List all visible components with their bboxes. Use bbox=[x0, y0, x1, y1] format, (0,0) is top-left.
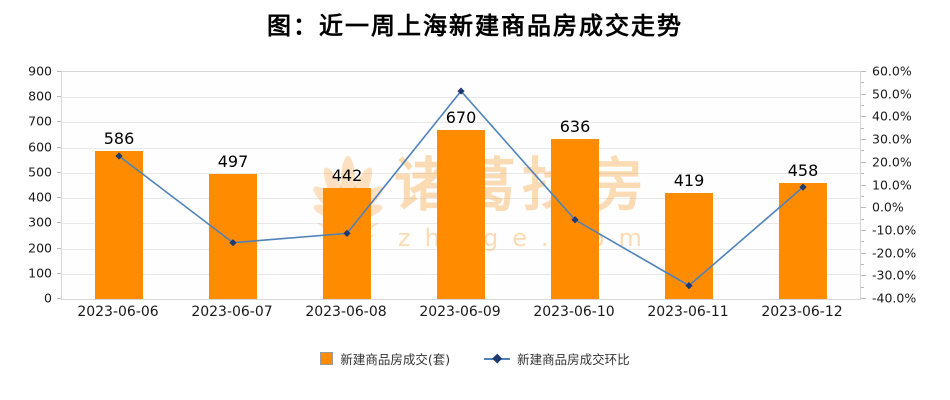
legend-item-bars[interactable]: 新建商品房成交(套) bbox=[320, 349, 450, 368]
gridline bbox=[62, 122, 860, 124]
y-axis-right-tick bbox=[861, 298, 866, 299]
y-axis-left-tick bbox=[57, 222, 61, 224]
y-axis-left-tick bbox=[57, 171, 61, 173]
gridline bbox=[62, 97, 860, 99]
y-axis-right-tick bbox=[861, 139, 866, 141]
y-axis-left-tick bbox=[57, 96, 61, 98]
y-axis-right-tick bbox=[861, 184, 866, 186]
y-axis-left-tick-label: 700 bbox=[28, 113, 52, 129]
y-axis-right-minor-tick bbox=[861, 241, 864, 243]
y-axis-right-minor-tick bbox=[861, 82, 864, 84]
bar[interactable] bbox=[95, 151, 143, 299]
y-axis-left-tick bbox=[57, 121, 61, 123]
y-axis-left-tick-label: 500 bbox=[28, 164, 52, 180]
y-axis-right-tick-label: 40.0% bbox=[872, 108, 912, 124]
y-axis-right-minor-tick bbox=[861, 286, 864, 288]
legend-line-diamond bbox=[492, 353, 502, 364]
y-axis-right-tick bbox=[861, 275, 866, 277]
y-axis-left-tick bbox=[57, 247, 61, 249]
y-axis-right-tick-label: 0.0% bbox=[872, 199, 904, 215]
bar[interactable] bbox=[779, 183, 827, 299]
y-axis-right-tick-label: 30.0% bbox=[872, 131, 912, 147]
y-axis-left-tick-label: 300 bbox=[28, 214, 52, 230]
legend-line-marker-icon bbox=[484, 353, 511, 364]
y-axis-right-minor-tick bbox=[861, 127, 864, 129]
y-axis-right-tick-label: 60.0% bbox=[872, 63, 912, 79]
legend-item-line[interactable]: 新建商品房成交环比 bbox=[484, 349, 630, 368]
x-axis-tick-label: 2023-06-07 bbox=[191, 304, 273, 320]
y-axis-right-tick bbox=[861, 116, 866, 118]
bar[interactable] bbox=[665, 193, 713, 299]
line-series bbox=[115, 87, 807, 290]
line-marker-diamond bbox=[799, 183, 807, 191]
y-axis-left-tick bbox=[57, 146, 61, 148]
y-axis-right-tick-label: 10.0% bbox=[872, 177, 912, 192]
y-axis-left-tick bbox=[57, 298, 61, 299]
y-axis-left-tick-label: 0 bbox=[44, 290, 52, 306]
bar[interactable] bbox=[437, 130, 485, 299]
y-axis-left-tick-label: 600 bbox=[28, 139, 52, 155]
y-axis-right-minor-tick bbox=[861, 195, 864, 197]
y-axis-right-tick-label: -20.0% bbox=[872, 245, 917, 261]
line-marker-diamond bbox=[343, 229, 351, 237]
y-axis-right-tick bbox=[861, 207, 866, 209]
x-axis-tick-label: 2023-06-08 bbox=[305, 304, 387, 320]
legend: 新建商品房成交(套) 新建商品房成交环比 bbox=[0, 349, 950, 368]
y-axis-right-minor-tick bbox=[861, 105, 864, 107]
y-axis-right-tick-label: 50.0% bbox=[872, 86, 912, 102]
line-marker-diamond bbox=[571, 216, 579, 224]
y-axis-right-tick bbox=[861, 71, 866, 72]
line-marker-diamond bbox=[457, 87, 465, 95]
y-axis-right-minor-tick bbox=[861, 218, 864, 220]
y-axis-left-tick bbox=[57, 71, 61, 72]
y-axis-right-tick-label: 20.0% bbox=[872, 154, 912, 170]
chart-title: 图：近一周上海新建商品房成交走势 bbox=[267, 12, 683, 40]
bar[interactable] bbox=[323, 187, 371, 299]
line-marker-diamond bbox=[229, 239, 237, 247]
bar-value-label: 419 bbox=[673, 171, 705, 191]
bar-value-label: 586 bbox=[103, 129, 135, 149]
plot-area: 诸葛找房 zhuge.com 586 497 442 670 636 419 458 bbox=[61, 71, 861, 300]
y-axis-left-tick bbox=[57, 272, 61, 274]
x-axis-tick-label: 2023-06-11 bbox=[647, 304, 729, 320]
y-axis-left-tick-label: 900 bbox=[28, 63, 52, 79]
legend-label: 新建商品房成交环比 bbox=[517, 352, 630, 367]
x-axis-tick-label: 2023-06-09 bbox=[419, 304, 501, 320]
x-axis-tick-label: 2023-06-12 bbox=[761, 304, 843, 320]
y-axis-left-tick-label: 100 bbox=[28, 265, 52, 281]
y-axis-right-tick bbox=[861, 252, 866, 254]
y-axis-right-tick-label: -40.0% bbox=[872, 290, 917, 306]
y-axis-right-tick bbox=[861, 229, 866, 231]
y-axis-left-tick-label: 800 bbox=[28, 88, 52, 104]
y-axis-right-tick-label: -10.0% bbox=[872, 222, 917, 238]
bar-value-label: 442 bbox=[331, 165, 363, 185]
y-axis-left-tick-label: 200 bbox=[28, 240, 52, 256]
x-axis-tick-label: 2023-06-06 bbox=[77, 304, 159, 320]
y-axis-right-minor-tick bbox=[861, 263, 864, 265]
x-axis-tick-label: 2023-06-10 bbox=[533, 304, 615, 320]
bar-value-label: 670 bbox=[445, 108, 477, 127]
bar[interactable] bbox=[209, 173, 257, 299]
line-marker-diamond bbox=[115, 152, 123, 160]
y-axis-left-tick bbox=[57, 197, 61, 199]
y-axis-left-tick-label: 400 bbox=[28, 189, 52, 205]
bar-value-label: 458 bbox=[787, 161, 819, 181]
y-axis-right-minor-tick bbox=[861, 173, 864, 175]
y-axis-right-tick-label: -30.0% bbox=[872, 267, 917, 283]
bar-value-label: 636 bbox=[559, 116, 591, 136]
legend-bar-swatch-icon bbox=[320, 352, 334, 365]
line-marker-diamond bbox=[685, 282, 693, 290]
bar-value-label: 497 bbox=[217, 151, 249, 171]
legend-label: 新建商品房成交(套) bbox=[340, 352, 451, 367]
y-axis-right-tick bbox=[861, 93, 866, 95]
y-axis-right-tick bbox=[861, 161, 866, 163]
y-axis-right-minor-tick bbox=[861, 150, 864, 152]
